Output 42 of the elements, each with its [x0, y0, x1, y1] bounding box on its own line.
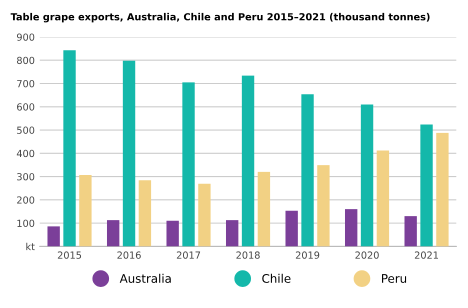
y-tick-label: 700 — [17, 80, 34, 88]
bar — [376, 150, 390, 246]
bar — [344, 209, 358, 246]
x-tick-label: 2021 — [414, 251, 438, 259]
bar — [226, 220, 238, 246]
y-tick-label: kt — [26, 242, 35, 250]
bar — [198, 184, 211, 246]
bar — [47, 226, 60, 246]
y-tick-label: 100 — [17, 220, 34, 227]
bar — [182, 82, 195, 246]
bar — [242, 76, 254, 246]
legend-label: Chile — [262, 274, 290, 283]
bar — [317, 165, 330, 246]
bar — [404, 216, 417, 246]
x-tick-label: 2016 — [117, 251, 141, 259]
legend-label: Australia — [120, 274, 171, 283]
x-tick-label: 2020 — [355, 251, 379, 259]
bar — [106, 220, 120, 246]
bar — [301, 94, 314, 246]
bar — [258, 172, 270, 246]
bar — [122, 60, 136, 246]
y-tick-label: 800 — [17, 56, 34, 64]
y-tick-label: 600 — [17, 103, 34, 111]
bar — [360, 104, 374, 246]
y-tick-label: 200 — [17, 196, 34, 204]
x-tick-label: 2019 — [296, 251, 320, 259]
bar — [166, 220, 179, 246]
bar — [138, 180, 152, 246]
bar — [79, 174, 92, 246]
bar — [63, 50, 76, 246]
x-tick-label: 2017 — [176, 251, 200, 259]
y-tick-label: 300 — [17, 173, 34, 180]
chart-title: Table grape exports, Australia, Chile and Peru 2015–2021 (thousand tonnes) — [10, 12, 430, 22]
bar — [436, 132, 449, 246]
bar — [285, 210, 298, 246]
x-tick-label: 2015 — [58, 251, 82, 259]
legend-label: Peru — [382, 274, 406, 283]
y-tick-label: 400 — [16, 150, 34, 158]
bar — [420, 124, 433, 246]
y-tick-label: 900 — [16, 33, 34, 41]
x-tick-label: 2018 — [236, 251, 260, 259]
y-tick-label: 500 — [17, 126, 34, 134]
